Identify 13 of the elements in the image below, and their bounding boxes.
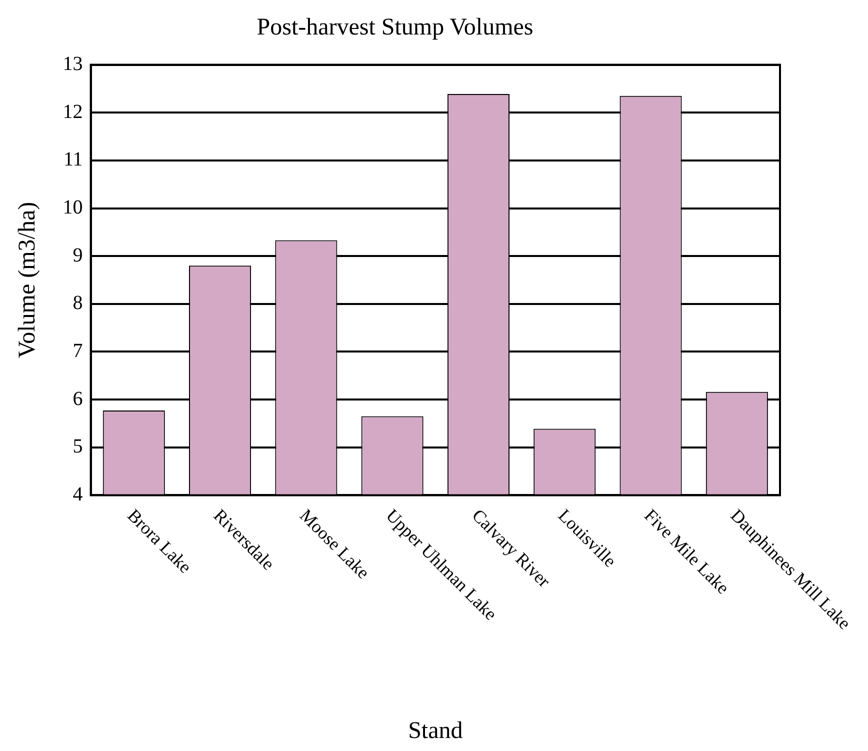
y-tick-label: 9 xyxy=(72,244,83,266)
y-tick-label: 7 xyxy=(72,340,83,362)
y-tick-label: 12 xyxy=(62,100,83,123)
chart-title: Post-harvest Stump Volumes xyxy=(256,14,534,41)
y-tick-label: 5 xyxy=(72,436,83,458)
y-axis-title: Volume (m3/ha) xyxy=(14,202,41,358)
y-tick-label: 13 xyxy=(62,53,83,76)
y-tick-label: 4 xyxy=(72,483,83,506)
x-axis-title: Stand xyxy=(408,718,463,744)
y-tick-label: 6 xyxy=(72,388,83,410)
y-tick-label: 10 xyxy=(62,196,83,219)
y-tick-label: 11 xyxy=(64,148,83,171)
y-tick-label: 8 xyxy=(72,292,83,314)
